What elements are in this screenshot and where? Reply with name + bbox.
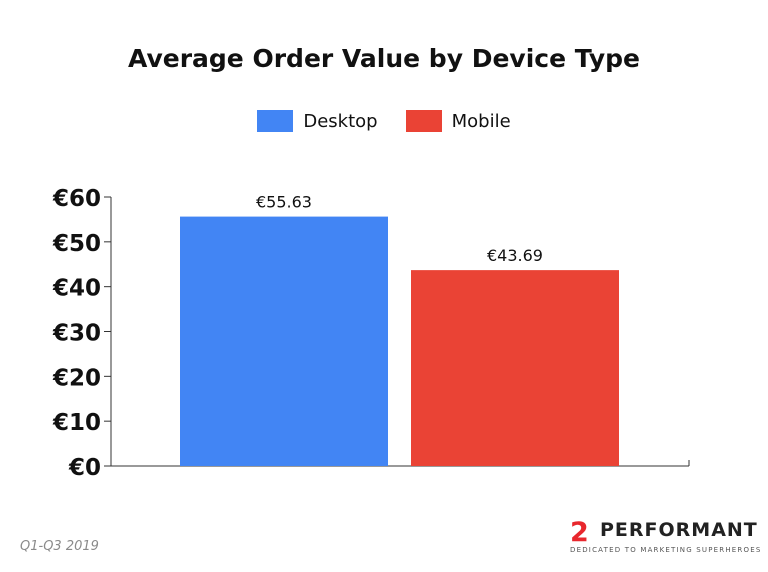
legend-label-mobile: Mobile <box>451 110 511 132</box>
legend-item-mobile: Mobile <box>405 110 511 132</box>
logo-mark-icon: 2 <box>570 517 589 545</box>
y-tick-label: €60 <box>52 186 101 212</box>
period-label: Q1-Q3 2019 <box>20 539 99 554</box>
brand-tagline: DEDICATED TO MARKETING SUPERHEROES <box>570 546 762 554</box>
y-tick-label: €40 <box>52 276 101 302</box>
y-tick-label: €30 <box>52 321 101 347</box>
legend-label-desktop: Desktop <box>303 110 378 132</box>
chart-title: Average Order Value by Device Type <box>128 44 640 73</box>
y-tick-label: €20 <box>52 365 101 391</box>
legend-swatch-mobile <box>405 110 442 132</box>
bar-mobile <box>411 270 619 466</box>
data-label-mobile: €43.69 <box>487 246 543 265</box>
logo-mark-text: 2 <box>570 517 589 545</box>
y-tick-label: €0 <box>68 455 101 481</box>
brand-name: PERFORMANT <box>600 519 758 541</box>
y-tick-label: €50 <box>52 231 101 257</box>
chart-legend: Desktop Mobile <box>0 110 768 132</box>
brand-logo: 2 PERFORMANT DEDICATED TO MARKETING SUPE… <box>568 517 760 559</box>
legend-item-desktop: Desktop <box>257 110 378 132</box>
bar-desktop <box>180 216 388 466</box>
data-label-desktop: €55.63 <box>256 193 312 212</box>
y-tick-label: €10 <box>52 410 101 436</box>
legend-swatch-desktop <box>257 110 294 132</box>
